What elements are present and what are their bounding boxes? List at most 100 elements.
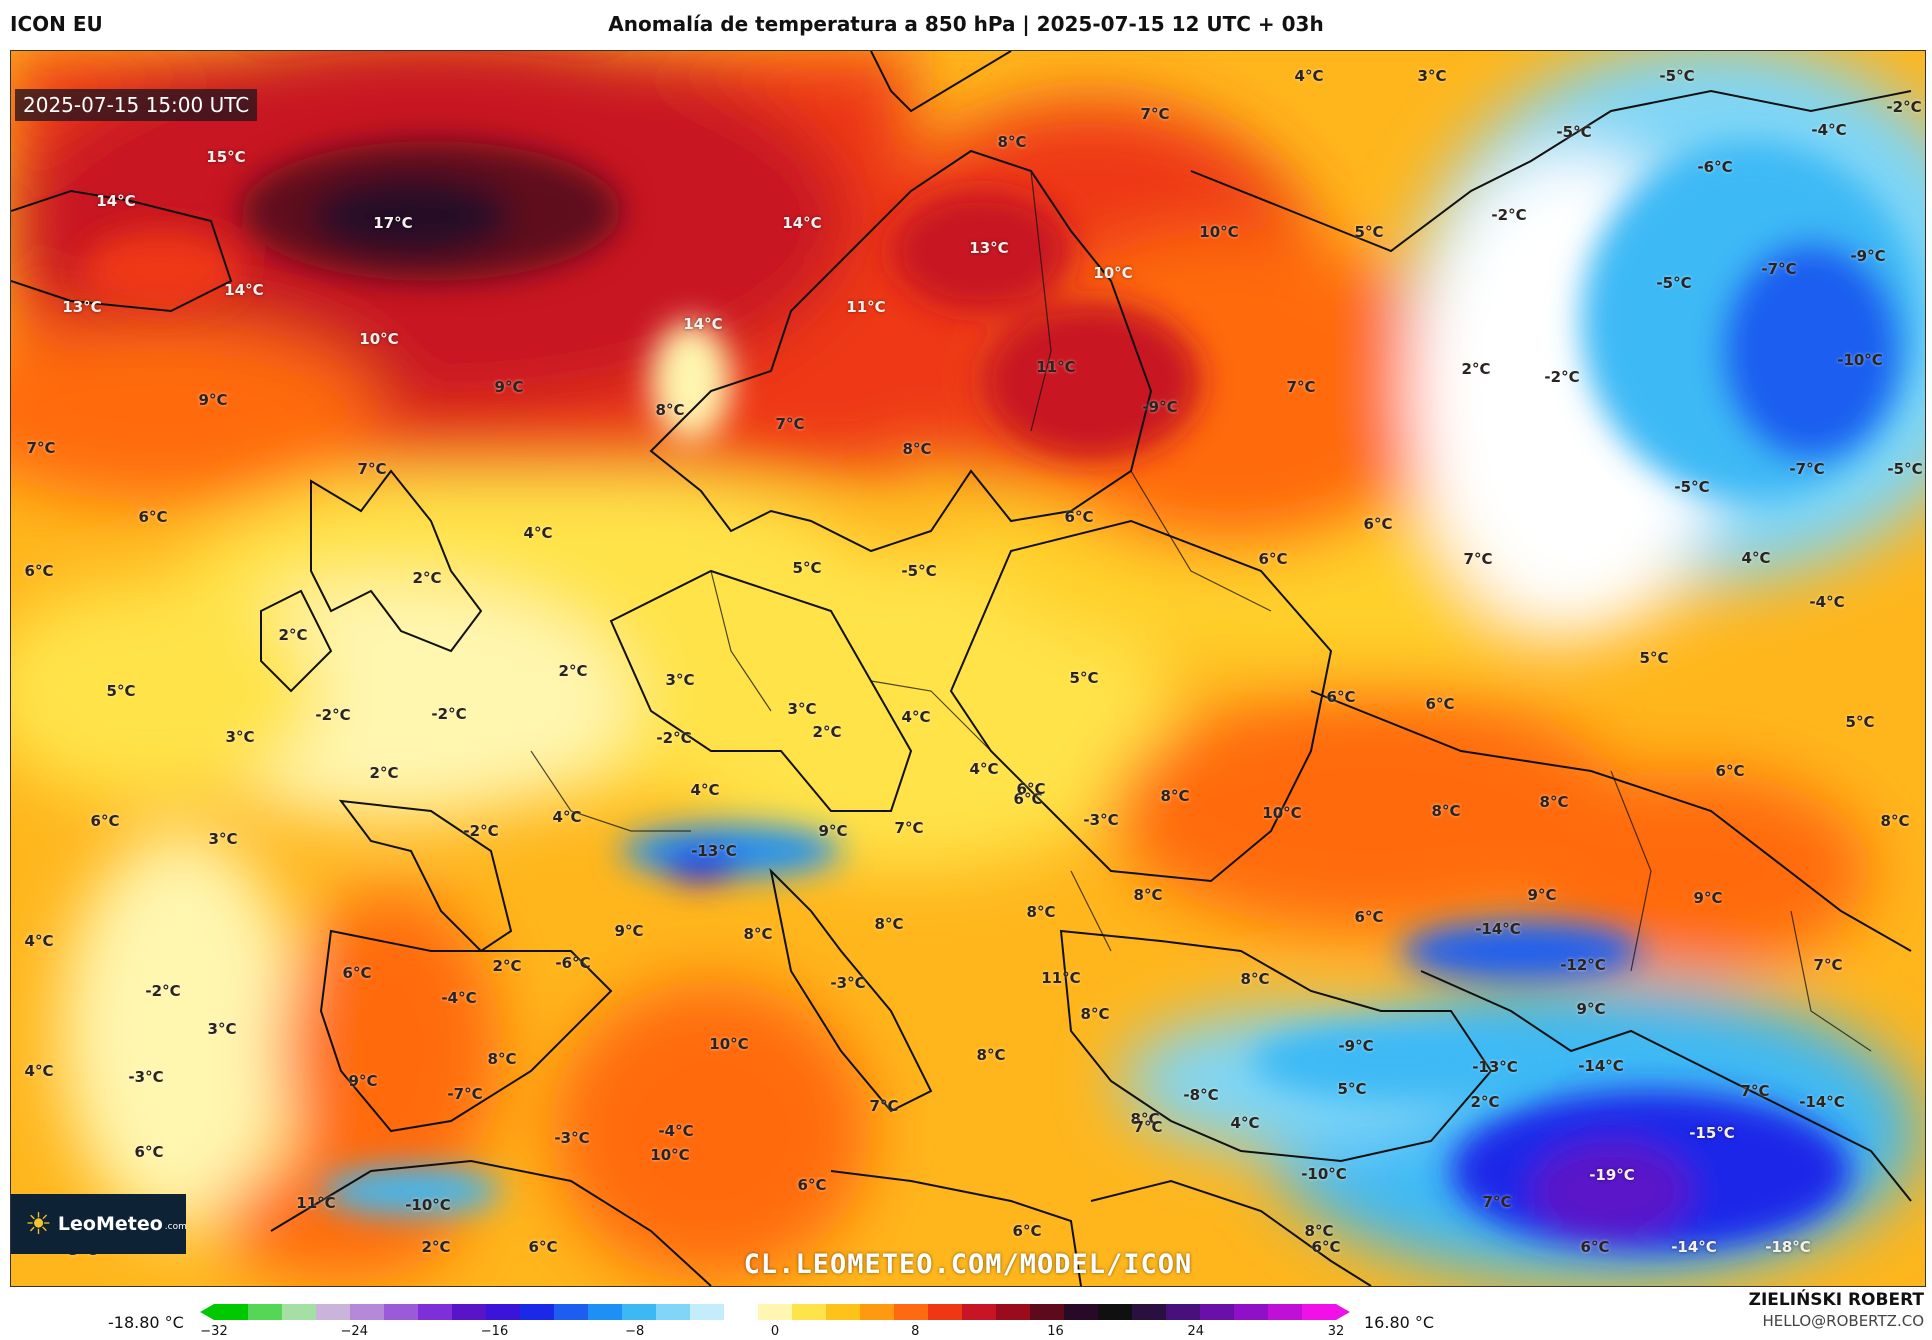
colorbar-swatch (452, 1304, 487, 1320)
temperature-label: 2°C (1461, 360, 1491, 378)
temperature-label: 6°C (1580, 1238, 1610, 1256)
temperature-label: 7°C (357, 460, 387, 478)
temperature-label: 10°C (359, 330, 399, 348)
temperature-label: -15°C (1689, 1124, 1735, 1142)
temperature-label: -7°C (1761, 260, 1797, 278)
colorbar-swatch (486, 1304, 521, 1320)
temperature-label: 8°C (1539, 793, 1569, 811)
temperature-label: -9°C (1142, 398, 1178, 416)
leometeo-logo[interactable]: ☀ LeoMeteo .com (11, 1194, 187, 1254)
temperature-label: -2°C (1886, 98, 1922, 116)
temperature-label: 11°C (846, 298, 886, 316)
temperature-label: 6°C (1013, 790, 1043, 808)
temperature-label: 14°C (683, 315, 723, 333)
colorbar-swatch (384, 1304, 419, 1320)
temperature-label: -4°C (1809, 593, 1845, 611)
temperature-label: 6°C (342, 964, 372, 982)
author-email[interactable]: HELLO@ROBERTZ.CO (1762, 1312, 1924, 1330)
temperature-label: 10°C (650, 1146, 690, 1164)
model-name: ICON EU (10, 12, 103, 36)
temperature-label: 4°C (1230, 1114, 1260, 1132)
temperature-label: 3°C (1417, 67, 1447, 85)
anomaly-field (11, 51, 1925, 1286)
colorbar-tick-label: −16 (480, 1324, 509, 1339)
temperature-label: 5°C (1354, 223, 1384, 241)
colorbar-tick-label: −8 (625, 1324, 645, 1339)
temperature-label: 7°C (1463, 550, 1493, 568)
temperature-label: -14°C (1475, 920, 1521, 938)
temperature-label: 2°C (1470, 1093, 1500, 1111)
source-url-watermark[interactable]: CL.LEOMETEO.COM/MODEL/ICON (743, 1249, 1193, 1280)
temperature-label: 15°C (206, 148, 246, 166)
temperature-label: 2°C (421, 1238, 451, 1256)
temperature-label: 10°C (1199, 223, 1239, 241)
colorbar-swatch (724, 1304, 759, 1320)
temperature-label: 8°C (1080, 1005, 1110, 1023)
colorbar-swatch (1166, 1304, 1201, 1320)
temperature-label: 9°C (1576, 1000, 1606, 1018)
map-title: Anomalía de temperatura a 850 hPa | 2025… (608, 12, 1324, 36)
temperature-label: 2°C (369, 764, 399, 782)
temperature-label: -5°C (1656, 274, 1692, 292)
temperature-label: 8°C (1431, 802, 1461, 820)
colorbar-swatch (1268, 1304, 1303, 1320)
colorbar-swatch (418, 1304, 453, 1320)
temperature-label: -14°C (1799, 1093, 1845, 1111)
temperature-label: -3°C (554, 1129, 590, 1147)
temperature-label: -8°C (1183, 1086, 1219, 1104)
author-credit: ZIELIŃSKI ROBERT (1748, 1290, 1924, 1310)
temperature-label: 7°C (1813, 956, 1843, 974)
temperature-label: 13°C (969, 239, 1009, 257)
colorbar-swatch (520, 1304, 555, 1320)
temperature-label: -9°C (1338, 1037, 1374, 1055)
temperature-label: 3°C (787, 700, 817, 718)
temperature-label: 6°C (1258, 550, 1288, 568)
temperature-label: 3°C (207, 1020, 237, 1038)
temperature-label: 8°C (997, 133, 1027, 151)
temperature-label: 2°C (412, 569, 442, 587)
temperature-label: -18°C (1765, 1238, 1811, 1256)
temperature-label: 6°C (797, 1176, 827, 1194)
temperature-label: 6°C (134, 1143, 164, 1161)
temperature-label: 14°C (224, 281, 264, 299)
colorbar-swatch (214, 1304, 249, 1320)
temperature-label: 6°C (1016, 780, 1046, 798)
colorbar-swatch (894, 1304, 929, 1320)
temperature-label: 7°C (26, 439, 56, 457)
temperature-label: -5°C (1556, 123, 1592, 141)
colorbar-swatch (588, 1304, 623, 1320)
temperature-label: 6°C (1425, 695, 1455, 713)
colorbar-swatch (826, 1304, 861, 1320)
temperature-label: 11°C (1036, 358, 1076, 376)
temperature-label: 5°C (1069, 669, 1099, 687)
temperature-label: 6°C (1012, 1222, 1042, 1240)
colorbar-tick-label: 32 (1327, 1324, 1345, 1339)
colorbar-swatch (282, 1304, 317, 1320)
temperature-label: 5°C (1337, 1080, 1367, 1098)
temperature-label: 7°C (1482, 1193, 1512, 1211)
map-area[interactable]: 2025-07-15 15:00 UTC 15°C 14°C 17°C 14°C 13°… (10, 50, 1926, 1287)
colorbar-swatch (248, 1304, 283, 1320)
temperature-label: 9°C (614, 922, 644, 940)
temperature-label: 4°C (552, 808, 582, 826)
temperature-label: -2°C (463, 822, 499, 840)
temperature-label: 10°C (709, 1035, 749, 1053)
temperature-label: -7°C (447, 1085, 483, 1103)
temperature-label: 7°C (1140, 105, 1170, 123)
temperature-label: 2°C (558, 662, 588, 680)
temperature-label: 4°C (690, 781, 720, 799)
temperature-label: 8°C (1880, 812, 1910, 830)
colorbar-tick-label: −24 (340, 1324, 368, 1339)
colorbar-tick-label: −32 (200, 1324, 228, 1339)
temperature-label: 9°C (198, 391, 228, 409)
temperature-label: 8°C (1130, 1110, 1160, 1128)
temperature-label: 13°C (62, 298, 102, 316)
temperature-label: 8°C (1240, 970, 1270, 988)
temperature-label: 4°C (1741, 549, 1771, 567)
colorbar-max-arrow (1336, 1304, 1350, 1320)
colorbar-tick-label: 16 (1047, 1324, 1064, 1339)
temperature-label: 5°C (106, 682, 136, 700)
temperature-label: 6°C (90, 812, 120, 830)
colorbar-tick-label: 24 (1187, 1324, 1205, 1339)
temperature-label: -14°C (1578, 1057, 1624, 1075)
